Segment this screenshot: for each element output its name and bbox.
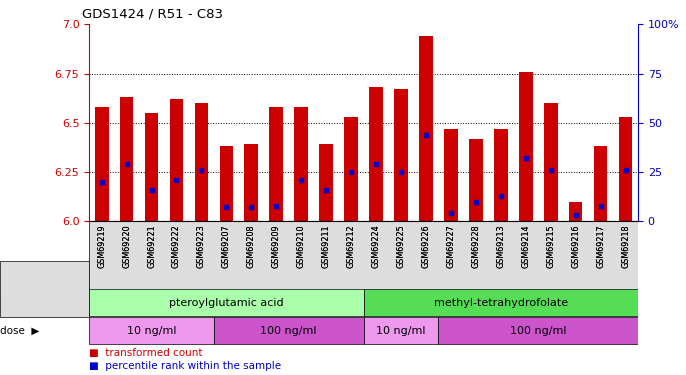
Text: GSM69226: GSM69226	[421, 225, 430, 268]
Text: GSM69220: GSM69220	[122, 225, 131, 268]
Text: pteroylglutamic acid: pteroylglutamic acid	[169, 298, 284, 308]
FancyBboxPatch shape	[364, 290, 638, 316]
Text: 100 ng/ml: 100 ng/ml	[261, 326, 317, 336]
Bar	[169, 99, 183, 221]
Text: GSM69227: GSM69227	[447, 225, 456, 268]
Bar	[394, 89, 408, 221]
Bar	[519, 72, 532, 221]
Bar	[419, 36, 433, 221]
Text: GSM69208: GSM69208	[247, 225, 256, 268]
Text: GSM69215: GSM69215	[546, 225, 555, 268]
Text: GSM69212: GSM69212	[346, 225, 355, 268]
Text: GSM69228: GSM69228	[471, 225, 480, 268]
Text: GSM69223: GSM69223	[197, 225, 206, 268]
Text: GSM69226: GSM69226	[421, 225, 430, 268]
Text: GSM69207: GSM69207	[222, 225, 231, 268]
Text: GSM69219: GSM69219	[97, 225, 106, 268]
Text: GSM69219: GSM69219	[97, 225, 106, 268]
Text: GSM69225: GSM69225	[397, 225, 405, 268]
FancyBboxPatch shape	[89, 221, 638, 289]
Text: 10 ng/ml: 10 ng/ml	[376, 326, 426, 336]
Bar	[569, 202, 582, 221]
Text: GSM69216: GSM69216	[571, 225, 580, 268]
FancyBboxPatch shape	[214, 317, 364, 344]
Bar	[619, 117, 632, 221]
Text: GSM69228: GSM69228	[471, 225, 480, 268]
Text: GSM69224: GSM69224	[372, 225, 381, 268]
Bar	[195, 103, 209, 221]
Bar	[319, 144, 333, 221]
Text: methyl-tetrahydrofolate: methyl-tetrahydrofolate	[434, 298, 568, 308]
Text: GSM69217: GSM69217	[596, 225, 605, 268]
Text: GSM69224: GSM69224	[372, 225, 381, 268]
Text: GSM69227: GSM69227	[447, 225, 456, 268]
Bar	[270, 107, 283, 221]
Text: dose  ▶: dose ▶	[0, 326, 39, 336]
Bar	[544, 103, 558, 221]
Text: GSM69214: GSM69214	[521, 225, 530, 268]
Text: GSM69223: GSM69223	[197, 225, 206, 268]
Text: GSM69208: GSM69208	[247, 225, 256, 268]
FancyBboxPatch shape	[364, 317, 438, 344]
Text: GSM69211: GSM69211	[322, 225, 331, 268]
Text: GSM69222: GSM69222	[172, 225, 181, 268]
Text: GSM69213: GSM69213	[496, 225, 506, 268]
Bar	[244, 144, 258, 221]
Text: GDS1424 / R51 - C83: GDS1424 / R51 - C83	[82, 8, 224, 21]
Bar	[494, 129, 508, 221]
Text: GSM69209: GSM69209	[272, 225, 281, 268]
Text: ■  percentile rank within the sample: ■ percentile rank within the sample	[89, 361, 281, 371]
Text: GSM69210: GSM69210	[297, 225, 306, 268]
Text: GSM69210: GSM69210	[297, 225, 306, 268]
Text: GSM69215: GSM69215	[546, 225, 555, 268]
Text: ■  transformed count: ■ transformed count	[89, 348, 202, 358]
Text: GSM69213: GSM69213	[496, 225, 506, 268]
Text: GSM69225: GSM69225	[397, 225, 405, 268]
Bar	[294, 107, 308, 221]
Text: GSM69216: GSM69216	[571, 225, 580, 268]
Text: GSM69217: GSM69217	[596, 225, 605, 268]
Text: GSM69209: GSM69209	[272, 225, 281, 268]
Bar	[95, 107, 108, 221]
Bar	[469, 139, 483, 221]
Bar	[344, 117, 358, 221]
Text: GSM69218: GSM69218	[621, 225, 630, 268]
FancyBboxPatch shape	[89, 317, 214, 344]
Bar	[444, 129, 458, 221]
Text: 10 ng/ml: 10 ng/ml	[127, 326, 176, 336]
Bar	[593, 147, 607, 221]
Text: GSM69222: GSM69222	[172, 225, 181, 268]
Bar	[369, 87, 383, 221]
Bar	[120, 97, 134, 221]
FancyBboxPatch shape	[89, 290, 364, 316]
Text: GSM69221: GSM69221	[147, 225, 156, 268]
Text: 100 ng/ml: 100 ng/ml	[510, 326, 567, 336]
Text: GSM69221: GSM69221	[147, 225, 156, 268]
Bar	[220, 147, 233, 221]
Text: GSM69207: GSM69207	[222, 225, 231, 268]
Text: GSM69211: GSM69211	[322, 225, 331, 268]
Bar	[145, 113, 158, 221]
Text: GSM69212: GSM69212	[346, 225, 355, 268]
FancyBboxPatch shape	[438, 317, 638, 344]
Text: agent  ▶: agent ▶	[0, 298, 45, 308]
Text: GSM69220: GSM69220	[122, 225, 131, 268]
Text: GSM69218: GSM69218	[621, 225, 630, 268]
Text: GSM69214: GSM69214	[521, 225, 530, 268]
